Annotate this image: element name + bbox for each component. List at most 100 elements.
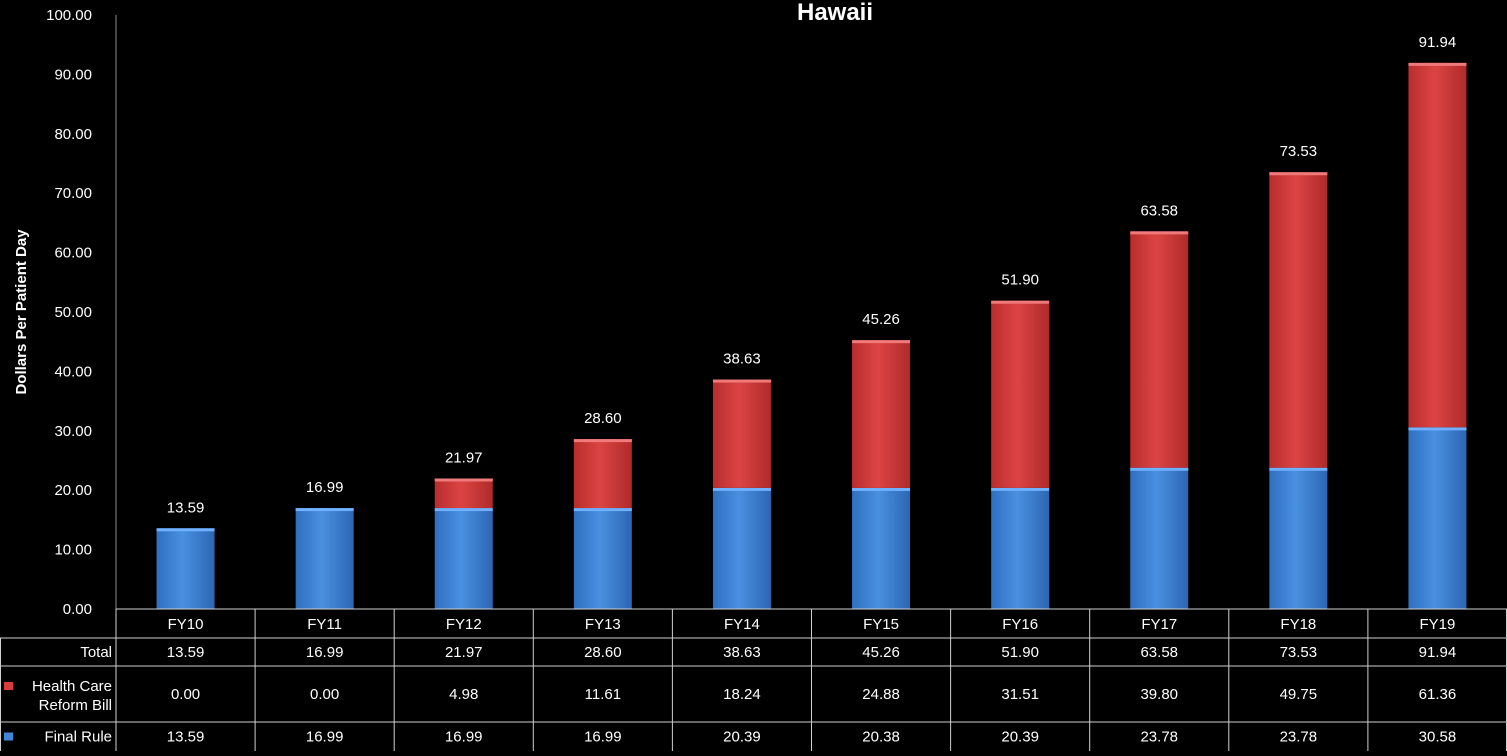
total-value-label: 63.58 [1140,202,1178,219]
total-value-label: 13.59 [167,499,205,516]
y-tick-label: 80.00 [54,126,92,143]
legend-key-final-rule [4,732,13,741]
bar-final-rule [712,487,771,609]
x-category-label: FY19 [1420,616,1456,633]
bar-final-rule [852,487,911,609]
data-table: FY10 FY11 FY12 FY13 FY14 FY15 FY16 FY17 FY18 FY19… [0,608,1507,751]
bar-cap [852,487,911,491]
bar-final-rule [1130,467,1189,609]
bar-cap [712,379,771,383]
bar-health-care-reform [1408,62,1467,428]
total-value-label: 45.26 [862,311,900,328]
bar-cap [295,508,354,512]
bar-cap [1130,231,1189,235]
y-tick-label: 10.00 [54,542,92,559]
row-label-total: Total [80,644,112,661]
bar-cap [1408,62,1467,66]
table-cell-health-care-reform: 61.36 [1419,686,1457,703]
bar-health-care-reform [712,379,771,488]
bar-final-rule [295,508,354,609]
bar-health-care-reform [434,478,493,509]
x-category-label: FY12 [446,616,482,633]
table-cell-final-rule: 13.59 [167,729,205,746]
table-cell-total: 63.58 [1140,644,1178,661]
table-cell-final-rule: 23.78 [1280,729,1318,746]
row-label-health-care-reform: Reform Bill [39,697,112,714]
x-category-label: FY16 [1002,616,1038,633]
table-cell-final-rule: 20.39 [1001,729,1039,746]
table-cell-final-rule: 16.99 [306,729,344,746]
row-label-final-rule: Final Rule [44,729,112,746]
bar-health-care-reform [852,340,911,488]
y-tick-label: 30.00 [54,423,92,440]
y-tick-label: 100.00 [46,7,92,24]
total-value-label: 51.90 [1001,272,1039,289]
x-category-label: FY15 [863,616,899,633]
bar-final-rule [1408,427,1467,609]
table-cell-total: 51.90 [1001,644,1039,661]
y-tick-label: 50.00 [54,304,92,321]
table-cell-total: 73.53 [1280,644,1318,661]
bar-group [156,62,1467,609]
table-cell-total: 16.99 [306,644,344,661]
total-value-label: 91.94 [1419,34,1457,51]
bar-cap [434,478,493,482]
y-axis-title: Dollars Per Patient Day [13,229,30,395]
table-cell-health-care-reform: 24.88 [862,686,900,703]
table-cell-health-care-reform: 49.75 [1280,686,1318,703]
table-cell-total: 21.97 [445,644,483,661]
legend-key-health-care-reform [4,682,13,690]
table-cell-final-rule: 16.99 [584,729,622,746]
y-tick-label: 20.00 [54,482,92,499]
bar-health-care-reform [573,439,632,509]
total-value-label: 38.63 [723,351,761,368]
bar-cap [1130,467,1189,471]
y-tick-label: 90.00 [54,66,92,83]
bar-cap [573,439,632,443]
bar-final-rule [156,528,215,609]
x-category-label: FY17 [1141,616,1177,633]
bar-final-rule [573,508,632,609]
x-category-label: FY13 [585,616,621,633]
total-value-label: 28.60 [584,410,622,427]
total-value-label: 16.99 [306,479,344,496]
total-value-label: 73.53 [1280,143,1318,160]
table-cell-total: 28.60 [584,644,622,661]
table-cell-final-rule: 16.99 [445,729,483,746]
x-category-label: FY18 [1280,616,1316,633]
y-tick-label: 0.00 [63,601,92,618]
bar-final-rule [1269,467,1328,609]
bar-cap [1269,467,1328,471]
bar-health-care-reform [991,300,1050,488]
bar-cap [1269,172,1328,176]
total-value-label: 21.97 [445,449,483,466]
bar-final-rule [434,508,493,609]
table-cell-final-rule: 23.78 [1140,729,1178,746]
total-label-group: 13.59 16.99 21.97 28.60 38.63 45.26 51.90 63.58… [167,34,1456,516]
row-label-health-care-reform: Health Care [32,678,112,695]
bar-cap [573,508,632,512]
y-tick-label: 70.00 [54,185,92,202]
x-category-label: FY14 [724,616,760,633]
table-cell-health-care-reform: 18.24 [723,686,761,703]
table-cell-total: 13.59 [167,644,205,661]
bar-cap [991,300,1050,304]
table-cell-final-rule: 20.39 [723,729,761,746]
bar-health-care-reform [1269,172,1328,468]
y-tick-label: 60.00 [54,245,92,262]
table-cell-health-care-reform: 39.80 [1140,686,1178,703]
table-cell-health-care-reform: 0.00 [171,686,200,703]
bar-cap [434,508,493,512]
table-cell-health-care-reform: 11.61 [585,686,621,703]
table-cell-health-care-reform: 31.51 [1001,686,1039,703]
table-cell-total: 91.94 [1419,644,1457,661]
x-category-label: FY10 [168,616,204,633]
bar-cap [712,487,771,491]
bar-cap [991,487,1050,491]
x-category-label: FY11 [307,616,342,633]
y-axis: 0.00 10.00 20.00 30.00 40.00 50.00 60.00 70.00 8… [46,7,117,618]
bar-cap [852,340,911,344]
table-cell-final-rule: 20.38 [862,729,900,746]
